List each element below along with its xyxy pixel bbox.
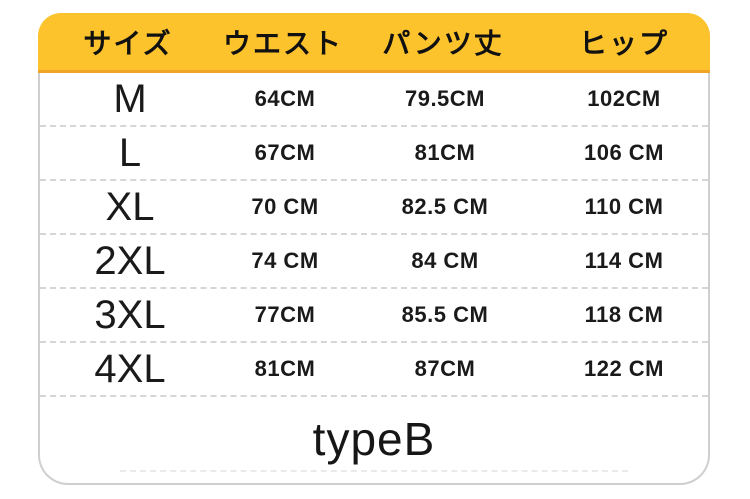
size-chart-card: サイズ ウエスト パンツ丈 ヒップ M 64CM 79.5CM 102CM L … <box>38 13 710 485</box>
size-cell: L <box>118 131 142 175</box>
pants-length-cell: 85.5 CM <box>401 302 489 327</box>
column-header-pants-length: パンツ丈 <box>382 27 504 59</box>
size-cell: 2XL <box>94 239 166 283</box>
column-header-waist: ウエスト <box>222 27 343 59</box>
size-cell: XL <box>105 185 155 229</box>
size-cell: 3XL <box>94 293 166 337</box>
hip-cell: 102CM <box>587 86 661 111</box>
size-chart-footer: typeB <box>40 395 708 483</box>
pants-length-cell: 84 CM <box>411 248 479 273</box>
table-row-l: L 67CM 81CM 106 CM <box>40 127 708 181</box>
size-cell: M <box>113 77 147 121</box>
waist-cell: 81CM <box>254 356 316 381</box>
pants-length-cell: 79.5CM <box>404 86 486 111</box>
hip-cell: 114 CM <box>584 248 664 273</box>
column-header-hip: ヒップ <box>578 27 669 59</box>
waist-cell: 70 CM <box>251 194 319 219</box>
waist-cell: 77CM <box>254 302 316 327</box>
hip-cell: 118 CM <box>584 302 664 327</box>
hip-cell: 122 CM <box>583 356 665 381</box>
table-row-m: M 64CM 79.5CM 102CM <box>40 73 708 127</box>
table-row-3xl: 3XL 77CM 85.5 CM 118 CM <box>40 289 708 343</box>
size-chart-rows: M 64CM 79.5CM 102CM L 67CM 81CM 106 CM X… <box>40 73 708 397</box>
size-cell: 4XL <box>94 347 166 391</box>
type-label: typeB <box>312 413 436 465</box>
size-chart-header: サイズ ウエスト パンツ丈 ヒップ <box>38 13 710 73</box>
hip-cell: 110 CM <box>584 194 664 219</box>
table-row-xl: XL 70 CM 82.5 CM 110 CM <box>40 181 708 235</box>
pants-length-cell: 87CM <box>414 356 476 381</box>
table-row-4xl: 4XL 81CM 87CM 122 CM <box>40 343 708 397</box>
waist-cell: 64CM <box>254 86 316 111</box>
pants-length-cell: 81CM <box>414 140 476 165</box>
waist-cell: 74 CM <box>251 248 319 273</box>
column-header-size: サイズ <box>83 27 173 59</box>
pants-length-cell: 82.5 CM <box>401 194 489 219</box>
table-row-2xl: 2XL 74 CM 84 CM 114 CM <box>40 235 708 289</box>
footer-divider <box>120 470 628 472</box>
hip-cell: 106 CM <box>583 140 665 165</box>
waist-cell: 67CM <box>254 140 316 165</box>
